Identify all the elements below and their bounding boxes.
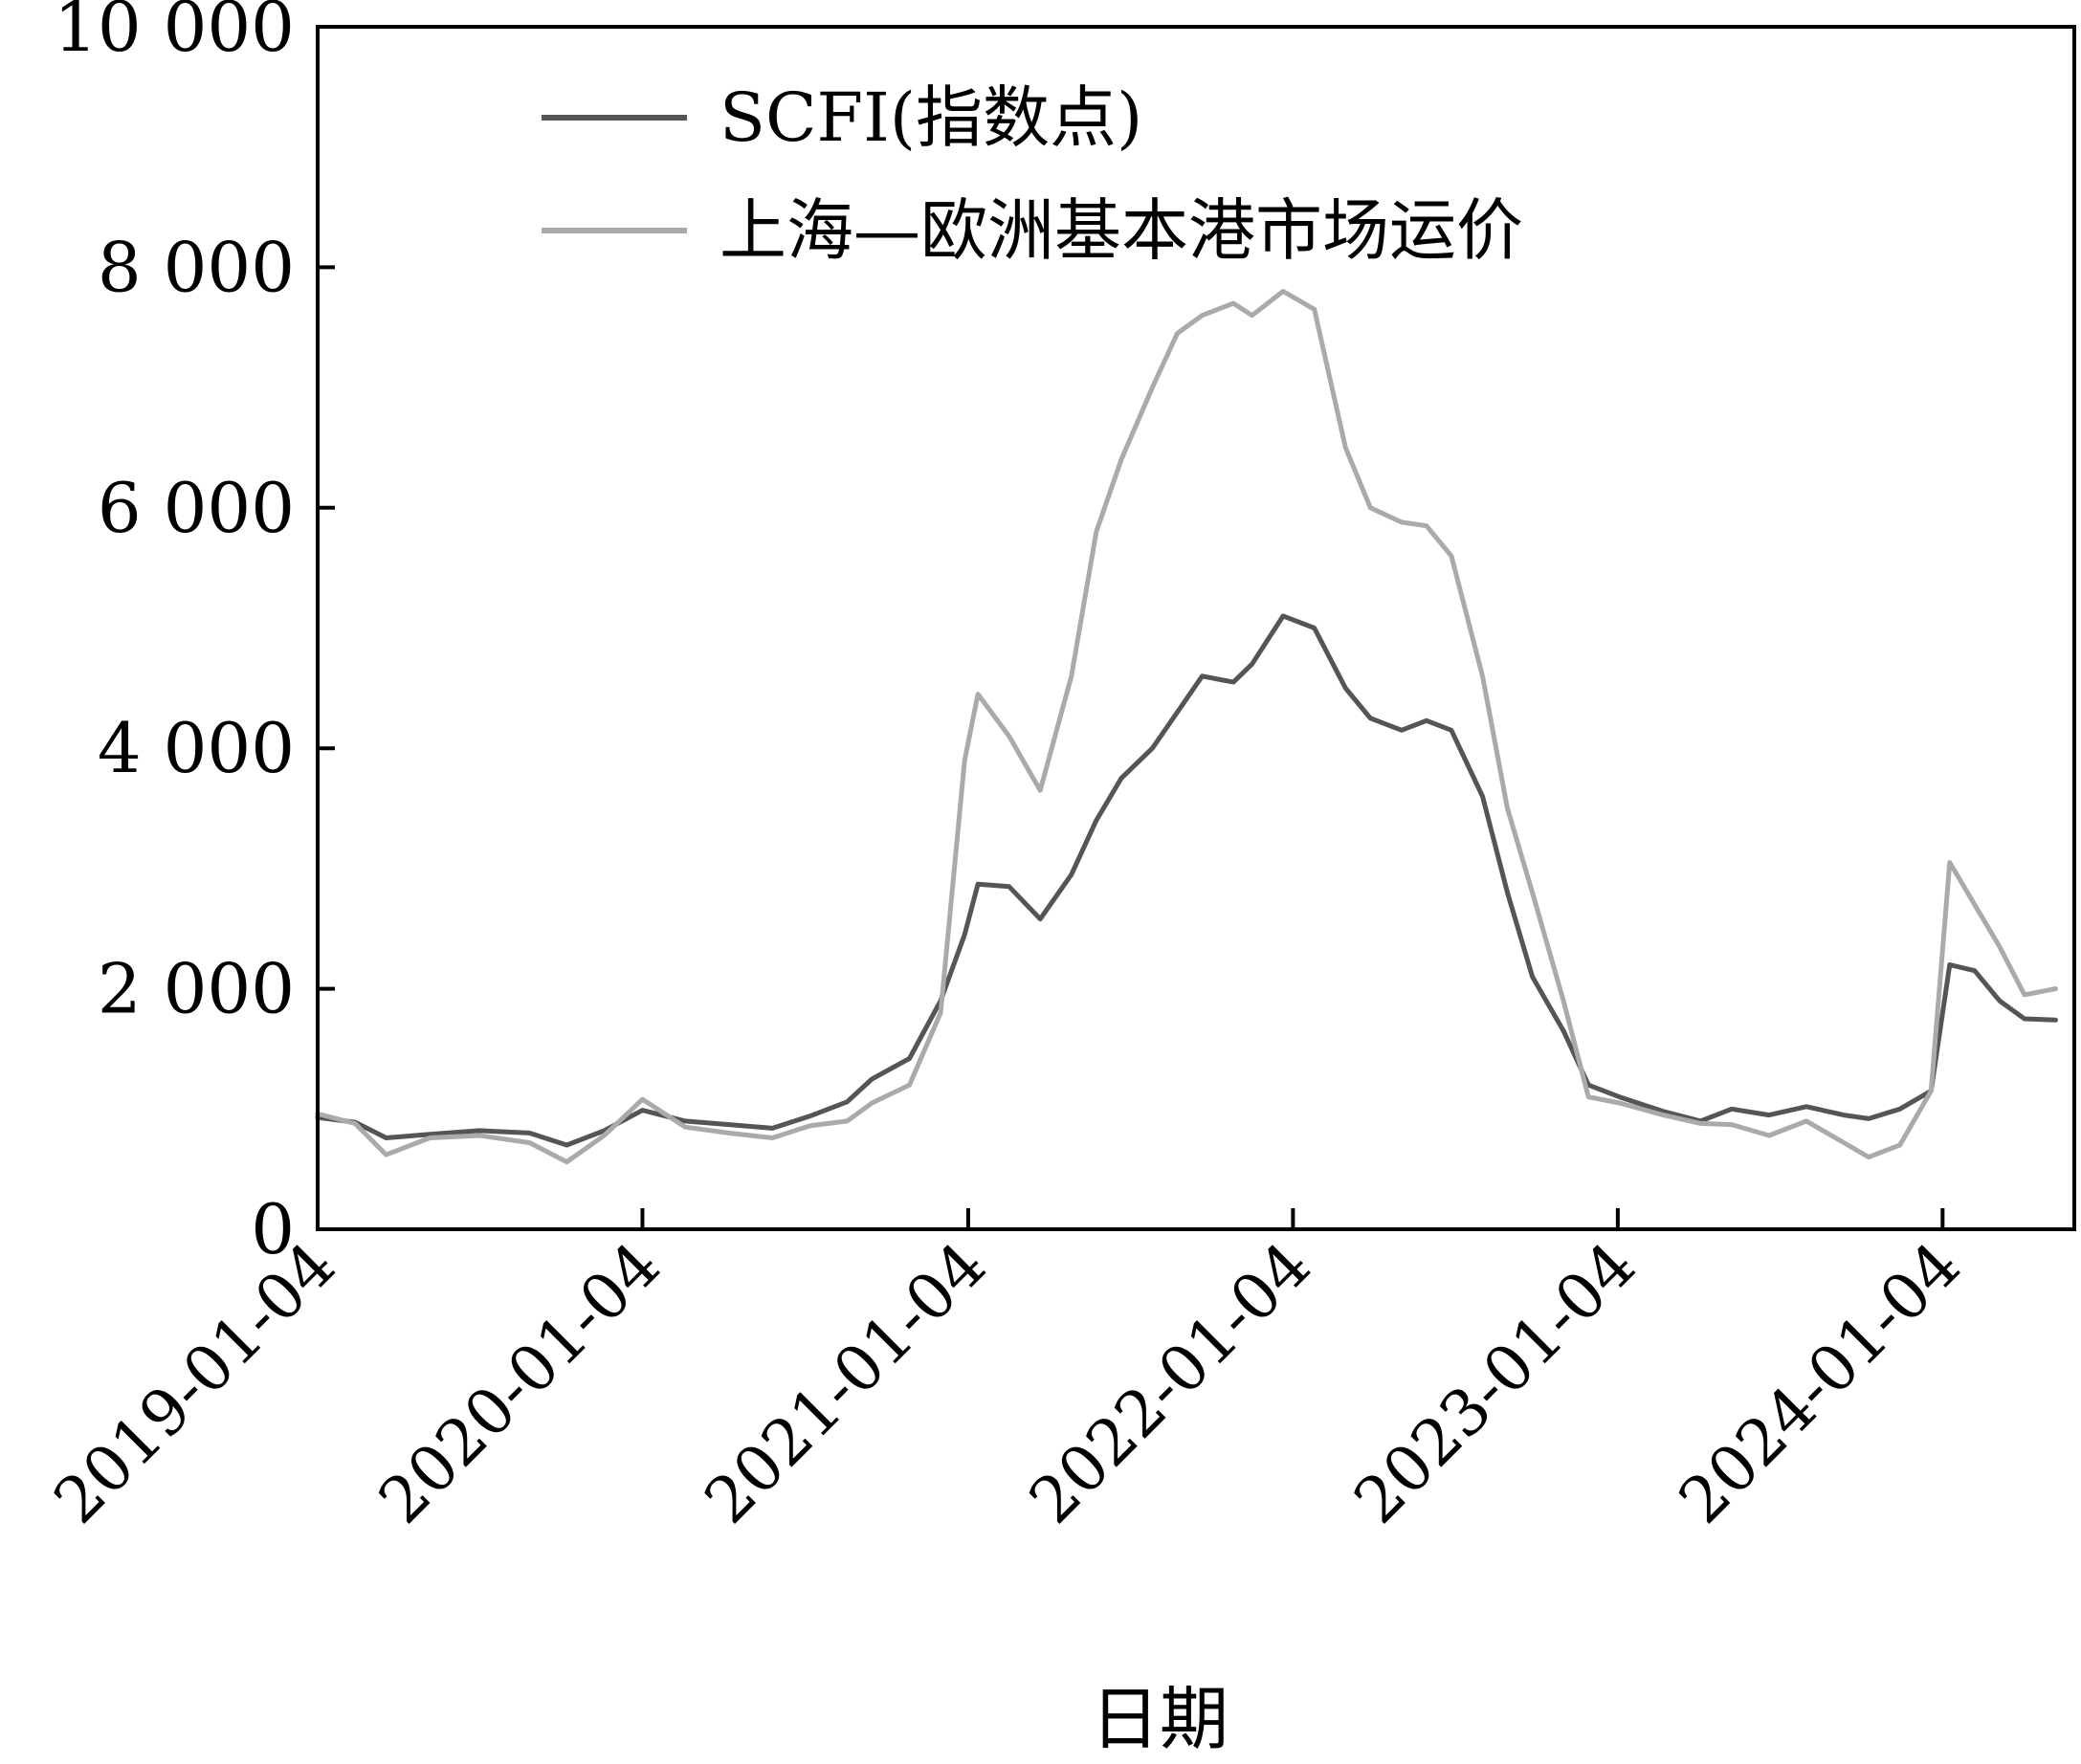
y-tick-label: 2 000 xyxy=(98,949,295,1029)
legend: SCFI(指数点) 上海—欧洲基本港市场运价 xyxy=(542,78,1523,270)
legend-label: 上海—欧洲基本港市场运价 xyxy=(719,191,1523,270)
y-tick-label: 10 000 xyxy=(54,0,295,67)
plot-frame xyxy=(316,25,2076,1231)
x-tick-label: 2024-01-04 xyxy=(1665,1228,1975,1538)
y-tick-label: 0 xyxy=(251,1189,295,1269)
x-tick-label: 2023-01-04 xyxy=(1340,1228,1650,1538)
series-line-1 xyxy=(315,613,2058,1148)
x-tick-label: 2020-01-04 xyxy=(365,1228,675,1538)
x-tick-label: 2019-01-04 xyxy=(40,1228,350,1538)
y-tick-label: 6 000 xyxy=(98,468,295,548)
x-tick-label: 2022-01-04 xyxy=(1015,1228,1325,1538)
series-lines xyxy=(315,289,2058,1165)
x-tick-label: 2021-01-04 xyxy=(691,1228,1001,1538)
series-line-2 xyxy=(315,289,2058,1165)
y-axis-ticks: 0 2 000 4 000 6 000 8 000 10 000 xyxy=(54,0,335,1269)
x-axis-label: 日期 xyxy=(1091,1679,1229,1759)
y-tick-label: 4 000 xyxy=(98,708,295,788)
x-axis-ticks: 2019-01-04 2020-01-04 2021-01-04 2022-01-04… xyxy=(40,1208,1975,1537)
legend-label: SCFI(指数点) xyxy=(719,78,1142,157)
y-tick-label: 8 000 xyxy=(98,227,295,307)
